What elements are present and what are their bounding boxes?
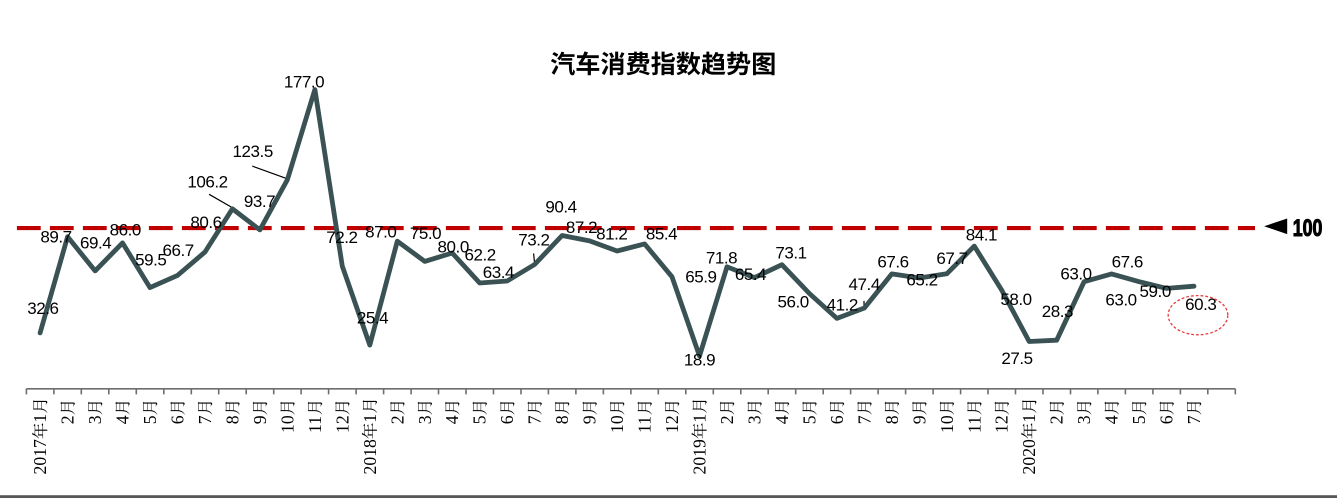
- svg-text:60.3: 60.3: [1185, 295, 1216, 314]
- svg-text:65.4: 65.4: [735, 265, 766, 284]
- svg-text:65.9: 65.9: [685, 268, 716, 287]
- svg-text:10: 10: [937, 415, 957, 433]
- svg-text:11: 11: [964, 416, 984, 433]
- svg-text:9: 9: [580, 415, 600, 424]
- svg-text:7: 7: [1184, 415, 1204, 424]
- svg-text:93.7: 93.7: [244, 192, 275, 211]
- svg-text:5: 5: [799, 415, 819, 424]
- svg-text:9: 9: [909, 415, 929, 424]
- svg-text:6: 6: [827, 415, 847, 424]
- svg-text:4: 4: [442, 415, 462, 424]
- svg-text:2020: 2020: [1019, 439, 1039, 475]
- svg-text:27.5: 27.5: [1001, 349, 1032, 368]
- svg-text:12: 12: [332, 415, 352, 433]
- svg-text:85.4: 85.4: [646, 224, 677, 243]
- svg-text:8: 8: [882, 415, 902, 424]
- svg-text:8: 8: [222, 415, 242, 424]
- svg-text:7: 7: [195, 415, 215, 424]
- svg-text:3: 3: [415, 415, 435, 424]
- svg-text:81.2: 81.2: [596, 225, 627, 244]
- svg-text:3: 3: [745, 415, 765, 424]
- svg-text:25.4: 25.4: [357, 308, 388, 327]
- svg-text:28.3: 28.3: [1042, 302, 1073, 321]
- svg-text:4: 4: [772, 415, 792, 424]
- svg-text:11: 11: [635, 416, 655, 433]
- svg-text:5: 5: [140, 415, 160, 424]
- svg-text:63.0: 63.0: [1105, 291, 1136, 310]
- svg-text:7: 7: [854, 415, 874, 424]
- svg-text:58.0: 58.0: [1000, 290, 1031, 309]
- svg-text:2017: 2017: [30, 439, 50, 475]
- svg-text:87.0: 87.0: [365, 223, 396, 242]
- svg-text:12: 12: [992, 415, 1012, 433]
- svg-text:69.4: 69.4: [80, 233, 111, 252]
- svg-text:67.7: 67.7: [936, 249, 967, 268]
- svg-text:1: 1: [360, 414, 380, 423]
- svg-text:9: 9: [250, 415, 270, 424]
- svg-text:56.0: 56.0: [777, 293, 808, 312]
- svg-text:63.4: 63.4: [483, 263, 514, 282]
- svg-text:3: 3: [85, 415, 105, 424]
- svg-text:11: 11: [305, 416, 325, 433]
- svg-text:67.6: 67.6: [877, 252, 908, 271]
- svg-text:73.1: 73.1: [775, 243, 806, 262]
- svg-text:5: 5: [1129, 415, 1149, 424]
- svg-text:72.2: 72.2: [326, 228, 357, 247]
- svg-text:80.0: 80.0: [438, 238, 469, 257]
- svg-text:1: 1: [30, 414, 50, 423]
- svg-text:18.9: 18.9: [684, 350, 715, 369]
- svg-text:90.4: 90.4: [545, 197, 576, 216]
- svg-text:8: 8: [552, 415, 572, 424]
- svg-text:106.2: 106.2: [187, 173, 227, 192]
- svg-text:2019: 2019: [690, 439, 710, 475]
- svg-text:2: 2: [1047, 415, 1067, 424]
- svg-text:7: 7: [525, 415, 545, 424]
- svg-text:87.2: 87.2: [566, 218, 597, 237]
- svg-text:67.6: 67.6: [1112, 253, 1143, 272]
- svg-text:6: 6: [1157, 415, 1177, 424]
- svg-text:123.5: 123.5: [233, 142, 273, 161]
- svg-text:2018: 2018: [360, 439, 380, 475]
- svg-text:62.2: 62.2: [464, 246, 495, 265]
- svg-text:73.2: 73.2: [518, 230, 549, 249]
- svg-text:10: 10: [277, 415, 297, 433]
- svg-text:41.2: 41.2: [827, 296, 858, 315]
- svg-text:2: 2: [717, 415, 737, 424]
- svg-text:59.0: 59.0: [1140, 282, 1171, 301]
- svg-text:65.2: 65.2: [906, 271, 937, 290]
- svg-text:89.7: 89.7: [40, 227, 71, 246]
- svg-text:6: 6: [497, 415, 517, 424]
- svg-text:86.0: 86.0: [110, 221, 141, 240]
- svg-text:59.5: 59.5: [135, 251, 166, 270]
- svg-text:75.0: 75.0: [410, 224, 441, 243]
- svg-text:2: 2: [58, 415, 78, 424]
- svg-text:71.8: 71.8: [706, 249, 737, 268]
- svg-text:3: 3: [1074, 415, 1094, 424]
- svg-text:32.6: 32.6: [27, 299, 58, 318]
- svg-text:6: 6: [168, 415, 188, 424]
- svg-text:5: 5: [470, 415, 490, 424]
- svg-text:47.4: 47.4: [849, 275, 880, 294]
- svg-text:80.6: 80.6: [190, 213, 221, 232]
- svg-text:1: 1: [690, 414, 710, 423]
- svg-text:12: 12: [662, 415, 682, 433]
- svg-text:1: 1: [1019, 414, 1039, 423]
- svg-text:66.7: 66.7: [162, 241, 193, 260]
- svg-text:177.0: 177.0: [284, 72, 324, 91]
- svg-text:4: 4: [113, 415, 133, 424]
- svg-text:100: 100: [1293, 216, 1323, 242]
- svg-text:4: 4: [1102, 415, 1122, 424]
- svg-text:84.1: 84.1: [966, 226, 997, 245]
- svg-text:10: 10: [607, 415, 627, 433]
- svg-text:2: 2: [387, 415, 407, 424]
- svg-text:63.0: 63.0: [1060, 265, 1091, 284]
